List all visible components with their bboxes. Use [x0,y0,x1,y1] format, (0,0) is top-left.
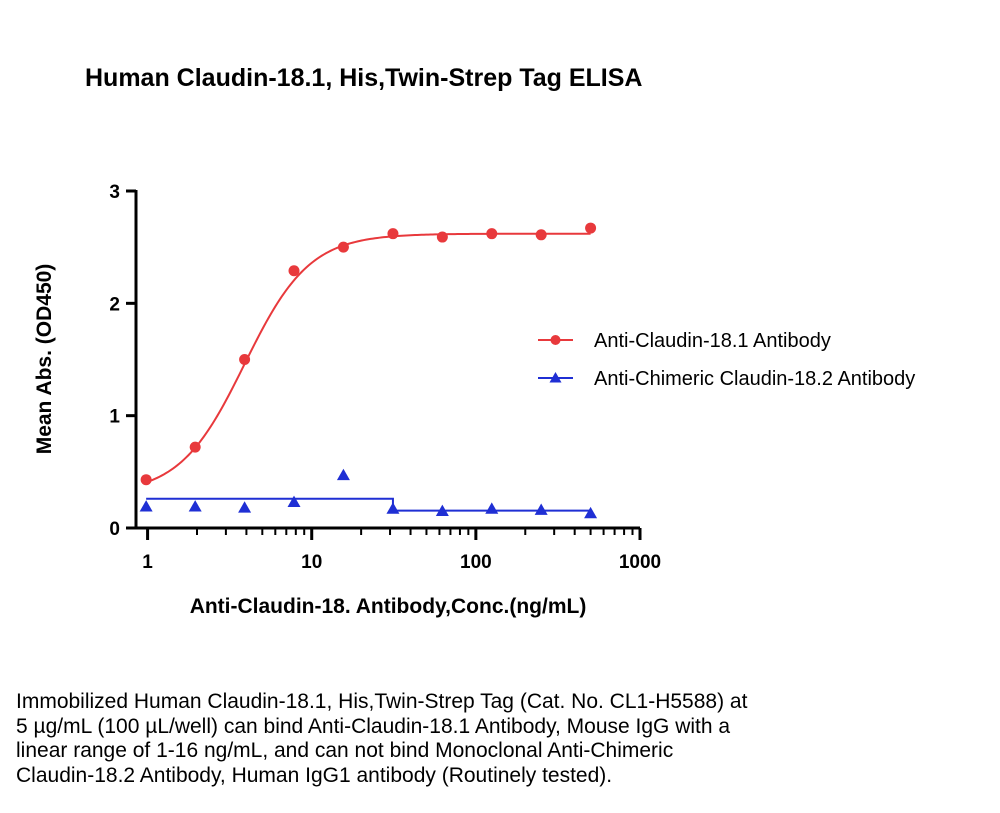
fit-curve-series-2 [146,497,591,512]
data-point-series-2 [435,504,449,517]
data-point-series-1 [140,474,152,486]
legend: Anti-Claudin-18.1 Antibody Anti-Chimeric … [538,330,915,390]
x-tick-label: 100 [460,552,492,573]
y-tick-label: 1 [109,407,120,428]
data-point-series-1 [535,229,547,241]
data-point-series-1 [239,354,251,365]
y-axis-label: Mean Abs. (OD450) [33,264,56,455]
figure-caption: Immobilized Human Claudin-18.1, His,Twin… [16,690,976,788]
x-axis-label: Anti-Claudin-18. Antibody,Conc.(ng/mL) [190,595,587,618]
fit-curves [145,232,591,512]
data-point-series-2 [584,506,598,519]
data-point-series-2 [188,500,202,512]
x-tick-label: 10 [301,552,322,573]
data-point-series-1 [387,228,399,240]
data-point-series-2 [139,500,153,512]
elisa-chart: 0 1 2 3 1 10 100 1000 Anti-Claudin-18.1 Antibod… [33,182,915,618]
caption-line: linear range of 1-16 ng/mL, and can not … [16,739,674,762]
data-point-series-2 [386,502,400,514]
legend-label: Anti-Chimeric Claudin-18.2 Antibody [594,368,915,390]
data-point-series-2 [485,502,499,514]
x-tick-label: 1 [142,552,153,573]
data-markers [139,222,598,519]
legend-label: Anti-Claudin-18.1 Antibody [594,330,831,352]
data-point-series-2 [336,468,350,481]
x-tick-label: 1000 [619,552,661,573]
axes: 0 1 2 3 1 10 100 1000 [109,182,661,573]
caption-line: Claudin-18.2 Antibody, Human IgG1 antibo… [16,763,613,787]
data-point-series-2 [287,495,301,508]
data-point-series-1 [436,231,448,243]
legend-marker [549,372,562,383]
data-point-series-1 [486,228,498,240]
y-tick-label: 3 [109,182,120,203]
y-tick-label: 2 [109,294,120,315]
legend-marker [550,335,561,345]
caption-line: 5 µg/mL (100 µL/well) can bind Anti-Clau… [16,714,731,738]
caption-line: Immobilized Human Claudin-18.1, His,Twin… [16,690,748,713]
fit-curve-series-1 [145,232,591,484]
data-point-series-1 [585,222,597,234]
data-point-series-1 [189,441,201,453]
chart-title: Human Claudin-18.1, His,Twin-Strep Tag E… [85,64,643,92]
y-tick-label: 0 [109,519,120,540]
data-point-series-1 [288,265,300,277]
data-point-series-1 [337,241,349,253]
data-point-series-2 [534,503,548,515]
data-point-series-2 [238,501,252,513]
